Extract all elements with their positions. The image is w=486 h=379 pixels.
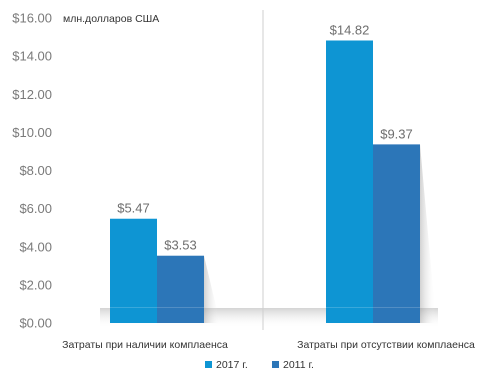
y-tick-label: $6.00 — [19, 201, 52, 216]
y-tick-label: $16.00 — [12, 11, 52, 26]
bar-2011-1 — [157, 255, 204, 323]
legend-swatch — [272, 361, 279, 368]
bar-base-highlight — [157, 307, 204, 308]
y-tick-label: $10.00 — [12, 125, 52, 140]
legend-label: 2011 г. — [283, 359, 314, 371]
y-tick-label: $12.00 — [12, 87, 52, 102]
y-tick-label: $14.00 — [12, 49, 52, 64]
y-tick-label: $4.00 — [19, 239, 52, 254]
category-label: Затраты при отсутствии комплаенса — [297, 339, 475, 351]
data-label: $14.82 — [330, 22, 370, 37]
y-tick-label: $8.00 — [19, 163, 52, 178]
legend-label: 2017 г. — [216, 359, 248, 371]
legend-swatch — [205, 361, 212, 368]
y-tick-label: $2.00 — [19, 277, 52, 292]
bar-base-highlight — [326, 307, 373, 308]
bar-2017-2 — [326, 40, 373, 324]
data-label: $5.47 — [117, 201, 150, 216]
bar-shadow — [420, 144, 436, 323]
bar-2017-1 — [110, 218, 157, 323]
bar-shadow — [204, 255, 220, 323]
y-tick-label: $0.00 — [19, 316, 52, 331]
bar-base-highlight — [110, 307, 157, 308]
category-label: Затраты при наличии комплаенса — [62, 339, 228, 351]
data-label: $3.53 — [164, 238, 197, 253]
bar-2011-2 — [373, 144, 420, 323]
unit-label: млн.долларов США — [63, 13, 159, 25]
data-label: $9.37 — [380, 126, 413, 141]
bar-base-highlight — [373, 307, 420, 308]
